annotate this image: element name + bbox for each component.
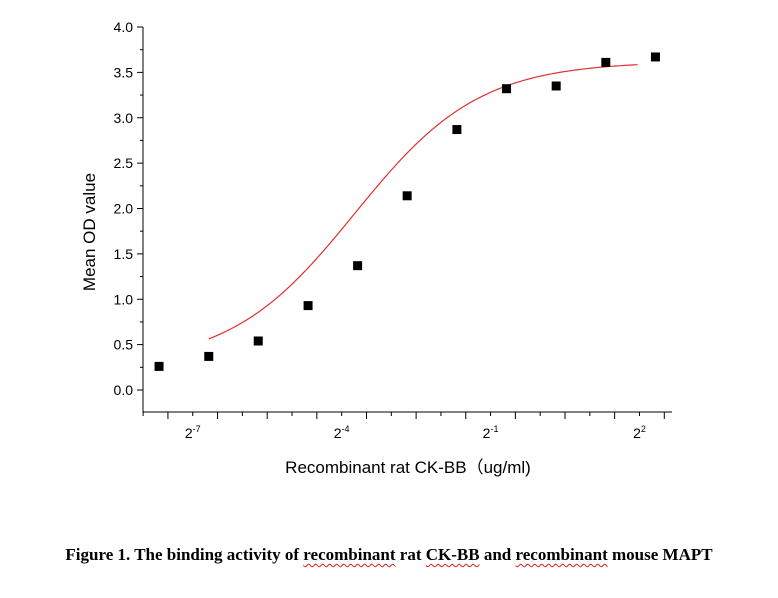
- data-point: [154, 361, 164, 371]
- y-tick-label: 4.0: [114, 19, 134, 35]
- y-tick-label: 0.0: [114, 382, 134, 398]
- y-tick-label: 3.5: [114, 64, 134, 80]
- data-point: [601, 57, 611, 67]
- x-tick-label: 2-7: [185, 424, 201, 441]
- y-axis: 0.0 0.5 1.0 1.5 2.0 2.5 3.0 3.5 4.0: [114, 19, 144, 412]
- x-axis: 2-7 2-4 2-1 22: [142, 411, 672, 441]
- y-tick-label: 1.5: [114, 246, 134, 262]
- x-tick-label: 22: [633, 424, 646, 441]
- data-point: [204, 351, 214, 361]
- data-points: [154, 52, 660, 371]
- y-tick-label: 2.0: [114, 201, 134, 217]
- caption-part: Figure 1. The binding activity of: [65, 545, 304, 564]
- caption-part: CK-BB: [425, 545, 480, 564]
- data-point: [253, 336, 263, 346]
- y-tick-label: 0.5: [114, 337, 134, 353]
- y-axis-title: Mean OD value: [80, 173, 99, 291]
- y-tick-label: 2.5: [114, 155, 134, 171]
- data-point: [402, 191, 412, 201]
- caption-part: recombinant: [515, 545, 608, 564]
- data-point: [650, 52, 660, 62]
- caption-part: and: [479, 545, 516, 564]
- data-point: [502, 84, 512, 94]
- caption-part: mouse MAPT: [607, 545, 713, 564]
- x-tick-label: 2-4: [334, 424, 350, 441]
- chart: 0.00.51.01.52.02.53.03.54.0 2-7 2-4 2-1 22 …: [80, 19, 672, 477]
- y-tick-label: 1.0: [114, 291, 134, 307]
- y-tick-label: 3.0: [114, 110, 134, 126]
- figure-caption: Figure 1. The binding activity of recomb…: [0, 545, 778, 565]
- data-point: [551, 81, 561, 91]
- data-point: [303, 301, 313, 311]
- caption-part: rat: [395, 545, 426, 564]
- fit-curve: [208, 64, 638, 340]
- data-point: [353, 261, 363, 271]
- x-axis-title: Recombinant rat CK-BB（ug/ml): [285, 458, 531, 477]
- caption-part: recombinant: [303, 545, 396, 564]
- data-point: [452, 125, 462, 135]
- x-tick-label: 2-1: [483, 424, 499, 441]
